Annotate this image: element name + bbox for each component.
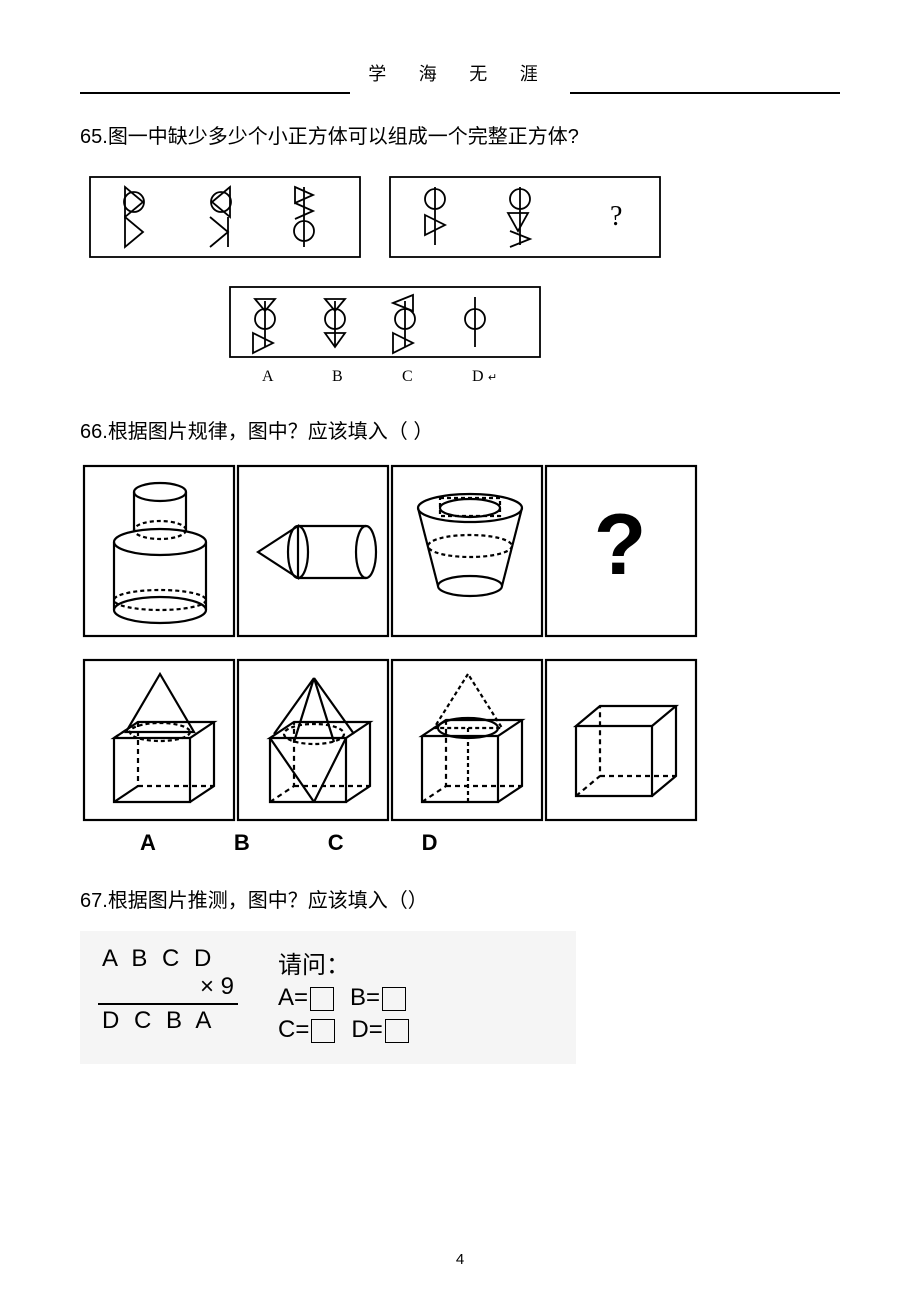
answer-box: [311, 1019, 335, 1043]
q67-mul-top: A B C D: [98, 945, 238, 973]
q67-ask-label: 请问：: [278, 945, 409, 980]
q65-figure: ? A B C D ↵: [80, 167, 840, 397]
q67-b: B=: [350, 984, 380, 1011]
q67-mul-times: × 9: [98, 973, 238, 1005]
page-header: 学 海 无 涯: [80, 60, 840, 86]
q65-text: 图一中缺少多少个小正方体可以组成一个完整正方体?: [108, 126, 579, 148]
q66-options: A B C D: [140, 830, 840, 856]
q66-question-mark: ?: [594, 497, 647, 593]
q66-option-b: B: [234, 830, 250, 856]
q67-mul-bottom: D C B A: [98, 1005, 238, 1035]
q67-c: C=: [278, 1016, 309, 1043]
q67-a: A=: [278, 984, 308, 1011]
q67-d: D=: [351, 1016, 382, 1043]
q67-number: 67.: [80, 890, 108, 912]
q65-number: 65.: [80, 126, 108, 148]
svg-text:↵: ↵: [488, 372, 497, 384]
page-number: 4: [0, 1251, 920, 1268]
q67-text: 根据图片推测，图中？应该填入（）: [108, 890, 428, 912]
q65-option-d: D: [472, 368, 484, 385]
q66-option-a: A: [140, 830, 156, 856]
q65-option-b: B: [332, 368, 343, 385]
answer-box: [382, 987, 406, 1011]
question-66: 66.根据图片规律，图中？应该填入（ ）: [80, 415, 840, 444]
question-67: 67.根据图片推测，图中？应该填入（）: [80, 884, 840, 913]
q66-option-d: D: [422, 830, 438, 856]
answer-box: [310, 987, 334, 1011]
answer-box: [385, 1019, 409, 1043]
q65-option-c: C: [402, 368, 413, 385]
q66-figure: ?: [80, 462, 840, 856]
q67-figure: A B C D × 9 D C B A 请问： A= B= C= D=: [80, 931, 840, 1064]
question-65: 65.图一中缺少多少个小正方体可以组成一个完整正方体?: [80, 120, 840, 149]
header-rule: [80, 92, 840, 94]
q66-option-c: C: [328, 830, 344, 856]
q66-number: 66.: [80, 421, 108, 443]
q65-option-a: A: [262, 368, 274, 385]
svg-text:?: ?: [610, 201, 622, 232]
q66-text: 根据图片规律，图中？应该填入（ ）: [108, 421, 434, 443]
